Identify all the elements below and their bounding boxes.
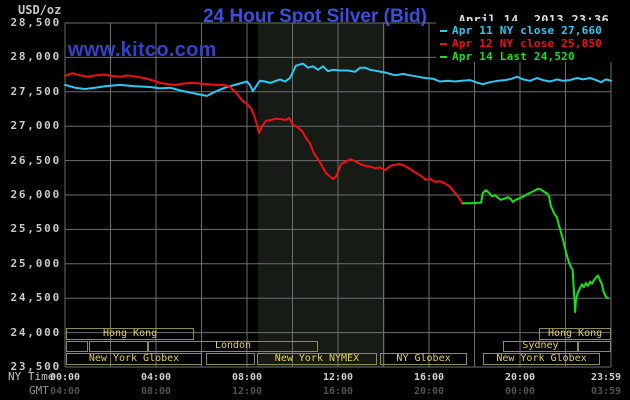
session-label: New York Globex	[88, 352, 180, 364]
x-tick-label-ny: 08:00	[231, 372, 263, 383]
y-tick-label: 26,500	[10, 153, 61, 167]
y-tick-label: 24,000	[10, 325, 61, 339]
y-tick-label: 28,500	[10, 16, 61, 29]
legend-label: Apr 12 NY close 25,850	[452, 37, 603, 50]
x-tick-label-gmt: 03:59	[590, 386, 622, 397]
y-tick-label: 25,000	[10, 256, 61, 270]
legend-label: Apr 14 Last 24,520	[452, 50, 575, 63]
session-label: New York NYMEX	[274, 352, 360, 364]
y-tick-label: 23,500	[10, 360, 61, 373]
x-tick-label-ny: 00:00	[49, 372, 81, 383]
session-box	[88, 340, 149, 352]
session-box: New York NYMEX	[257, 353, 377, 365]
price-line-apr-11	[64, 62, 612, 97]
session-box	[578, 340, 611, 352]
gmt-axis-label: GMT	[29, 384, 49, 397]
x-tick-label-gmt: 04:00	[49, 386, 81, 397]
legend-label: Apr 11 NY close 27,660	[452, 24, 603, 37]
x-tick-label-ny: 12:00	[322, 372, 354, 383]
x-tick-label-ny: 04:00	[140, 372, 172, 383]
legend-row: Apr 12 NY close 25,850	[436, 37, 630, 50]
session-box: Hong Kong	[66, 328, 194, 340]
session-label: London	[214, 340, 252, 352]
x-tick-label-gmt: 16:00	[322, 386, 354, 397]
legend-swatch	[440, 55, 447, 58]
price-unit-label: USD/oz	[18, 3, 62, 17]
price-line-apr-12	[64, 72, 464, 205]
y-tick-label: 26,000	[10, 188, 61, 201]
y-tick-label: 28,000	[10, 50, 61, 64]
session-box: NY Globex	[380, 353, 467, 365]
legend: Apr 11 NY close 27,660 Apr 12 NY close 25…	[436, 21, 630, 63]
x-tick-label-gmt: 12:00	[231, 386, 263, 397]
legend-swatch	[440, 42, 447, 45]
x-tick-label-gmt: 00:00	[504, 386, 536, 397]
session-label: Sydney	[522, 340, 559, 352]
session-box: Sydney	[502, 340, 578, 352]
y-tick-label: 27,500	[10, 84, 61, 98]
ny-time-axis-label: NY Time	[8, 370, 55, 383]
x-tick-label-ny: 20:00	[504, 372, 536, 383]
y-tick-label: 25,500	[10, 222, 61, 236]
price-line-apr-14	[461, 187, 609, 313]
session-box: London	[148, 340, 318, 352]
legend-row: Apr 14 Last 24,520	[436, 50, 630, 63]
session-label: Hong Kong	[102, 327, 158, 339]
session-box	[66, 340, 88, 352]
x-tick-label-ny: 16:00	[413, 372, 445, 383]
x-tick-label-ny: 23:59	[590, 372, 622, 383]
x-tick-label-gmt: 08:00	[140, 386, 172, 397]
legend-swatch	[440, 29, 447, 32]
session-box: New York Globex	[482, 352, 601, 365]
chart-title: 24 Hour Spot Silver (Bid)	[203, 6, 427, 27]
y-tick-label: 24,500	[10, 291, 61, 305]
session-box: Hong Kong	[539, 328, 611, 340]
session-label: NY Globex	[396, 352, 451, 364]
legend-row: Apr 11 NY close 27,660	[436, 24, 630, 37]
kitco-watermark: www.kitco.com	[68, 39, 217, 61]
y-tick-label: 27,000	[10, 119, 61, 133]
session-box	[206, 353, 255, 365]
session-label: Hong Kong	[547, 327, 603, 339]
session-box: New York Globex	[66, 353, 202, 365]
session-label: New York Globex	[496, 352, 587, 364]
x-tick-label-gmt: 20:00	[413, 386, 445, 397]
